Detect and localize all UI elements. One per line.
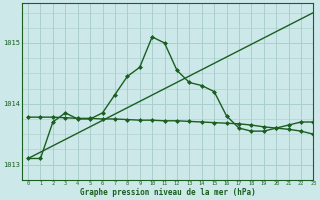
X-axis label: Graphe pression niveau de la mer (hPa): Graphe pression niveau de la mer (hPa) [80,188,255,197]
